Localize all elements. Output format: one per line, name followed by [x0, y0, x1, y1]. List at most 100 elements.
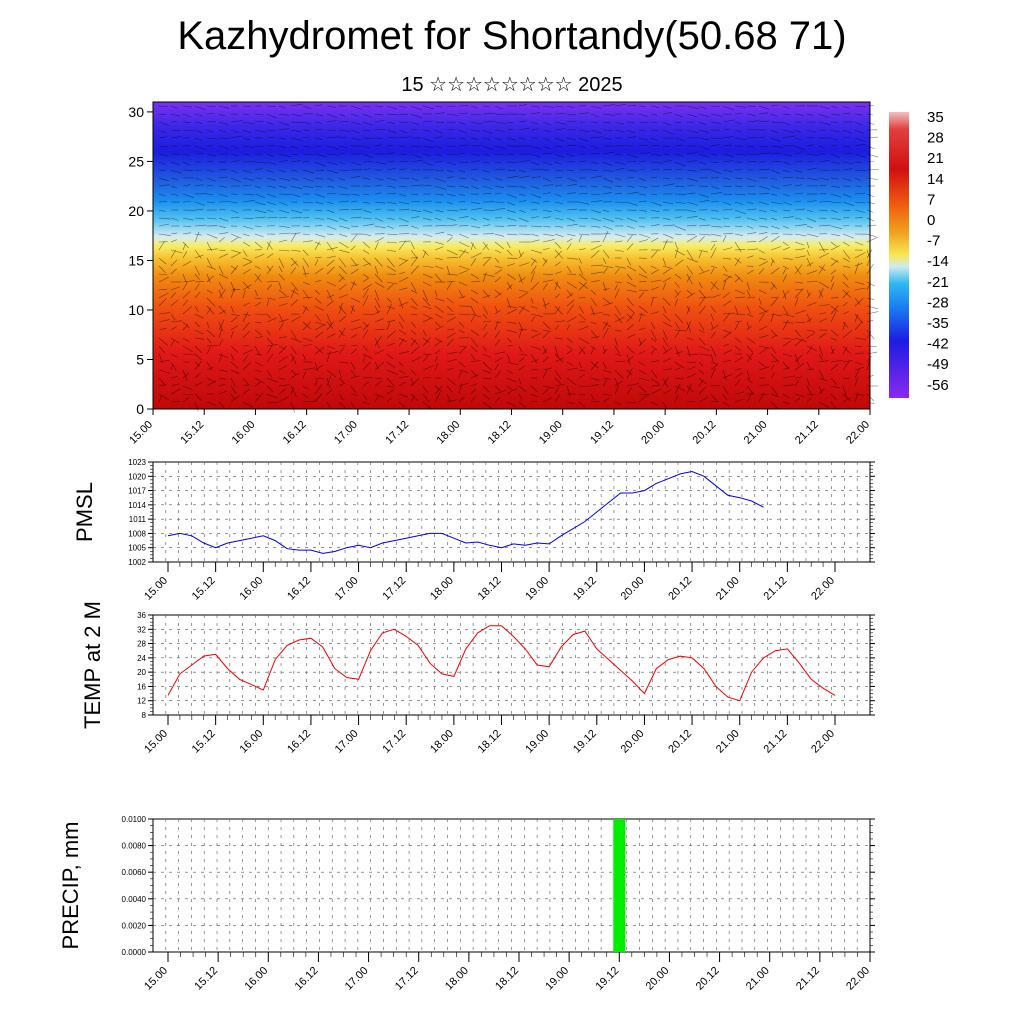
wind-barb	[770, 259, 774, 267]
wind-barb	[458, 105, 469, 107]
wind-barb	[350, 348, 358, 355]
x-tick-label: 15.12	[192, 965, 220, 993]
wind-barb	[398, 401, 406, 408]
wind-barb	[446, 351, 458, 355]
wind-barb	[734, 398, 744, 403]
wind-barb	[698, 199, 710, 203]
wind-barb	[386, 389, 394, 395]
wind-barb	[422, 129, 431, 132]
wind-barb	[518, 321, 524, 331]
wind-barb	[518, 401, 526, 408]
wind-barb	[410, 113, 422, 118]
wind-barb	[218, 113, 225, 117]
wind-barb	[398, 271, 406, 275]
wind-barb	[266, 253, 274, 259]
wind-barb	[338, 185, 348, 190]
wind-barb	[770, 281, 777, 290]
wind-barb	[698, 121, 707, 125]
wind-barb	[770, 225, 780, 229]
wind-barb	[842, 225, 850, 227]
wind-barb	[230, 216, 240, 219]
wind-barb	[602, 192, 612, 195]
wind-barb	[278, 296, 290, 299]
wind-barb	[794, 152, 802, 155]
wind-barb	[530, 105, 540, 108]
wind-barb	[782, 265, 789, 270]
wind-barb	[170, 383, 180, 387]
wind-barb	[242, 129, 252, 134]
wind-barb	[302, 385, 309, 390]
wind-barb	[470, 369, 478, 377]
wind-barb	[314, 161, 326, 167]
wind-barb	[542, 247, 550, 251]
wind-barb	[650, 201, 662, 206]
wind-barb	[410, 177, 419, 181]
wind-barb	[614, 284, 618, 291]
wind-barb	[470, 177, 478, 181]
wind-barb	[578, 160, 586, 163]
wind-barb	[566, 223, 578, 227]
wind-barb	[530, 193, 542, 199]
wind-barb	[806, 292, 812, 299]
wind-barb	[842, 301, 848, 307]
wind-barb	[314, 241, 321, 245]
wind-barb	[638, 239, 649, 243]
wind-barb	[734, 225, 743, 227]
wind-barb	[686, 249, 694, 260]
wind-barb	[386, 185, 396, 188]
wind-barb	[446, 273, 458, 276]
wind-barb	[398, 145, 406, 148]
wind-barb	[554, 306, 561, 315]
wind-barb	[278, 217, 287, 219]
wind-barb	[854, 337, 866, 340]
wind-barb	[374, 337, 380, 349]
wind-barb	[458, 313, 470, 316]
wind-barb	[158, 153, 169, 157]
wind-barb	[470, 313, 482, 318]
wind-barb	[830, 145, 838, 147]
wind-barb	[254, 265, 261, 270]
wind-barb	[590, 244, 602, 251]
wind-barb	[710, 185, 720, 190]
wind-barb	[626, 401, 637, 403]
wind-barb	[602, 217, 614, 222]
wind-barb	[782, 384, 794, 387]
wind-barb	[410, 201, 420, 203]
wind-barb	[830, 377, 837, 385]
wind-barb	[746, 353, 754, 363]
wind-barb	[554, 153, 565, 158]
wind-barb	[518, 209, 526, 213]
wind-barb	[686, 345, 691, 357]
wind-barb	[350, 369, 356, 377]
wind-barb	[242, 261, 253, 267]
wind-barb	[554, 161, 562, 165]
wind-barb	[278, 345, 286, 350]
wind-barb	[518, 217, 529, 222]
wind-barb	[866, 281, 875, 287]
wind-barb	[482, 129, 494, 135]
wind-barb	[830, 185, 841, 188]
wind-barb	[278, 145, 286, 148]
wind-barb	[506, 241, 511, 249]
wind-barb	[782, 241, 789, 247]
wind-barb	[638, 193, 647, 196]
wind-barb	[710, 361, 717, 365]
wind-barb	[362, 323, 370, 331]
wind-barb	[854, 393, 865, 396]
wind-barb	[470, 353, 476, 361]
wind-barb	[482, 105, 490, 108]
wind-barb	[434, 391, 441, 403]
wind-barb	[554, 320, 566, 323]
wind-barb	[410, 145, 421, 147]
wind-barb	[458, 383, 463, 395]
wind-barb	[278, 336, 287, 339]
wind-barb	[386, 319, 396, 323]
wind-barb	[626, 185, 635, 188]
wind-barb	[230, 145, 239, 149]
wind-barb	[266, 169, 274, 173]
wind-barb	[794, 224, 807, 227]
wind-barb	[458, 345, 466, 347]
wind-barb	[842, 105, 849, 109]
wind-barb	[782, 257, 793, 260]
wind-barb	[782, 321, 794, 324]
